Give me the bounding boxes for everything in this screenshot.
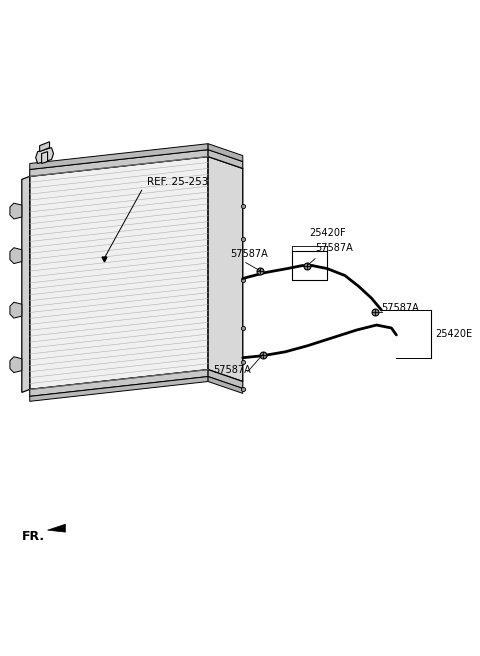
Polygon shape	[208, 377, 243, 394]
Polygon shape	[48, 524, 65, 532]
Polygon shape	[30, 150, 208, 176]
Text: 57587A: 57587A	[230, 249, 268, 258]
Polygon shape	[40, 142, 49, 152]
Text: 25420E: 25420E	[435, 329, 472, 339]
Text: FR.: FR.	[22, 529, 45, 543]
Text: 57587A: 57587A	[382, 303, 419, 313]
Polygon shape	[10, 248, 22, 264]
Text: REF. 25-253: REF. 25-253	[147, 177, 208, 188]
Text: 25420F: 25420F	[309, 228, 346, 238]
Polygon shape	[30, 157, 208, 390]
Polygon shape	[36, 148, 53, 163]
Polygon shape	[30, 144, 208, 169]
Text: 57587A: 57587A	[315, 243, 353, 253]
Polygon shape	[208, 144, 243, 161]
Polygon shape	[30, 377, 208, 401]
Polygon shape	[208, 157, 243, 382]
Text: 57587A: 57587A	[213, 365, 251, 375]
Polygon shape	[10, 302, 22, 318]
Polygon shape	[10, 357, 22, 373]
Polygon shape	[208, 150, 243, 169]
Polygon shape	[42, 152, 48, 163]
Polygon shape	[10, 203, 22, 219]
Polygon shape	[30, 369, 208, 396]
Polygon shape	[22, 176, 30, 392]
Polygon shape	[208, 369, 243, 388]
